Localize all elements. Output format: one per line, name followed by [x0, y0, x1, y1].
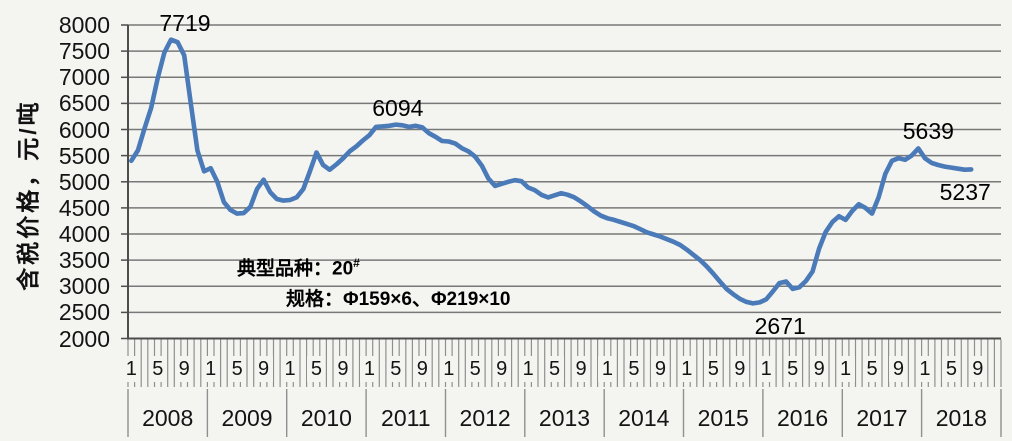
year-label: 2009 [221, 405, 273, 431]
y-tick-label: 5000 [58, 168, 110, 195]
y-tick-label: 4500 [58, 194, 110, 221]
y-tick-label: 2500 [58, 299, 110, 326]
month-tick-label: 1 [122, 356, 141, 382]
price-series-line [129, 37, 974, 306]
month-tick-label: 1 [281, 356, 300, 382]
month-tick-label: 1 [519, 356, 538, 382]
month-tick-label: 1 [360, 356, 379, 382]
y-tick-label: 8000 [58, 12, 110, 38]
month-tick-label: 1 [915, 356, 934, 382]
y-tick-label: 3500 [58, 247, 110, 274]
data-label-6094: 6094 [372, 94, 424, 121]
month-tick-label: 1 [201, 356, 220, 382]
y-tick-label: 7000 [58, 64, 110, 91]
y-tick-label: 4000 [58, 221, 110, 247]
year-label: 2008 [142, 405, 194, 431]
month-tick-label: 1 [757, 356, 776, 382]
year-label: 2010 [300, 405, 352, 431]
spec-callout-line1: 典型品种：20# [237, 256, 360, 280]
month-tick-label: 5 [386, 356, 405, 382]
month-tick-label: 1 [677, 356, 696, 382]
month-tick-label: 1 [598, 356, 617, 382]
month-tick-label: 5 [942, 356, 961, 382]
year-label: 2018 [935, 405, 987, 431]
year-label: 2013 [538, 405, 591, 431]
spec-callout-line2: 规格：Φ159×6、Φ219×10 [286, 289, 511, 311]
spec-grade-superscript: # [353, 256, 360, 270]
year-label: 2012 [459, 405, 511, 431]
month-tick-label: 5 [466, 356, 485, 382]
month-tick-label: 5 [148, 356, 167, 382]
spec-callout: 典型品种：20# 规格：Φ159×6、Φ219×10 [237, 252, 510, 311]
year-label: 2017 [856, 405, 908, 431]
month-tick-label: 9 [175, 356, 194, 382]
data-label-2671: 2671 [754, 313, 806, 340]
y-tick-label: 2000 [58, 325, 110, 352]
month-tick-label: 9 [333, 356, 352, 382]
month-tick-label: 9 [572, 356, 591, 382]
month-tick-label: 9 [730, 356, 749, 382]
month-tick-label: 5 [545, 356, 564, 382]
month-tick-label: 9 [968, 356, 987, 382]
data-label-5639: 5639 [902, 118, 954, 145]
month-tick-label: 5 [783, 356, 802, 382]
month-tick-label: 9 [651, 356, 670, 382]
data-label-5237: 5237 [939, 179, 991, 206]
y-tick-label: 3000 [58, 273, 110, 300]
year-label: 2014 [618, 405, 670, 431]
month-tick-label: 1 [836, 356, 855, 382]
year-label: 2015 [697, 405, 749, 431]
month-tick-label: 5 [863, 356, 882, 382]
data-label-7719: 7719 [159, 9, 211, 36]
month-tick-label: 5 [624, 356, 643, 382]
month-tick-label: 9 [413, 356, 432, 382]
y-tick-label: 6000 [58, 116, 110, 143]
year-label: 2011 [381, 405, 431, 431]
month-tick-label: 5 [704, 356, 723, 382]
month-tick-label: 9 [492, 356, 511, 382]
month-tick-label: 9 [254, 356, 273, 382]
month-tick-label: 9 [889, 356, 908, 382]
y-tick-label: 5500 [58, 142, 110, 169]
y-tick-label: 6500 [58, 90, 110, 117]
month-tick-label: 5 [307, 356, 326, 382]
month-tick-label: 9 [810, 356, 829, 382]
y-tick-label: 7500 [58, 38, 110, 65]
year-label: 2016 [776, 405, 829, 431]
month-tick-label: 1 [439, 356, 458, 382]
month-tick-label: 5 [228, 356, 247, 382]
